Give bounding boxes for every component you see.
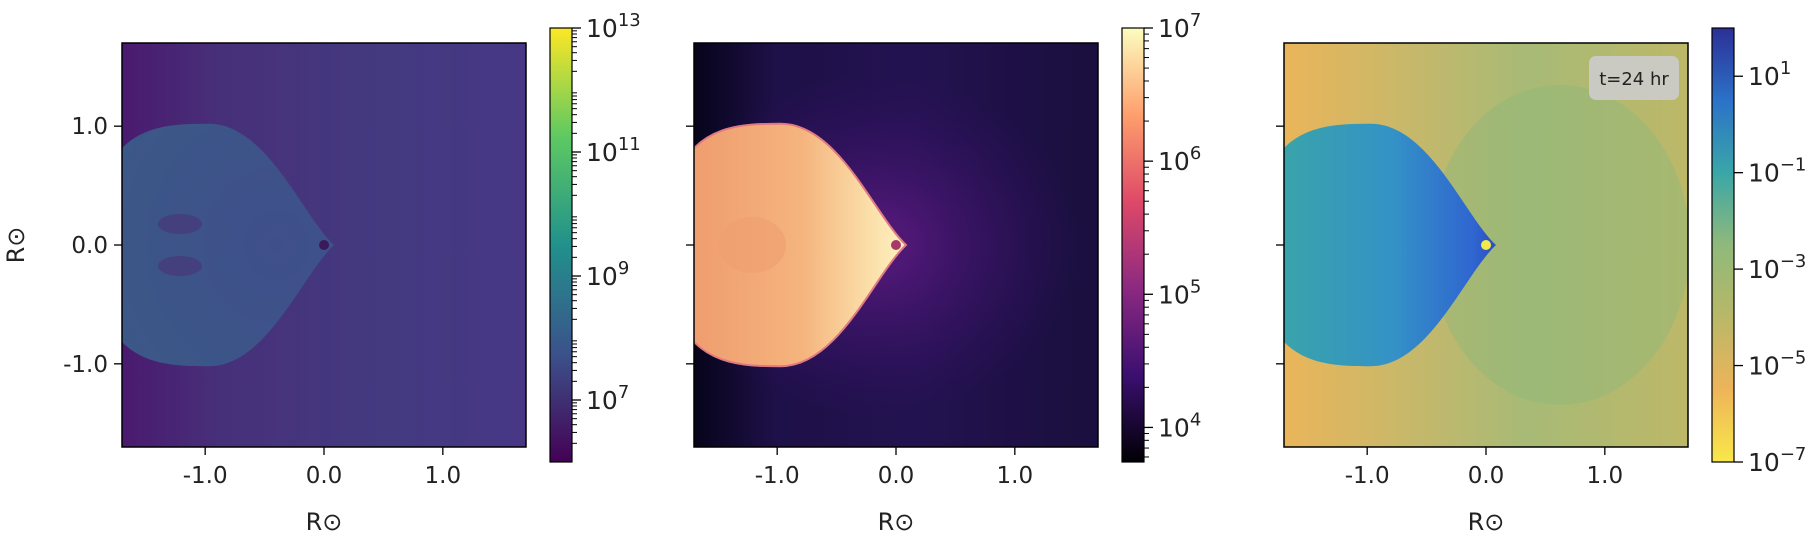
y-axis [1276,125,1284,365]
colorbar-tick-label: 1011 [586,134,641,167]
time-annotation: t=24 hr [1589,56,1679,100]
colorbar-tick-label: 104 [1158,409,1201,442]
y-axis [686,125,694,365]
y-axis: 1.0 0.0 -1.0 [63,114,122,378]
colorbar-tick-label: 109 [586,258,629,291]
panel-temperature: -1.0 0.0 1.0 R⊙ 104 105 106 107 [686,10,1201,536]
teardrop-region [122,123,334,367]
panel-ratio: -1.0 0.0 1.0 R⊙ t=24 hr 101 10−1 10−3 10−5 10−… [1276,27,1806,536]
colorbar-tick-label: 106 [1158,143,1201,176]
colorbar-tick-label: 10−7 [1748,444,1806,477]
x-tick-label: -1.0 [755,463,800,489]
colorbar-tick-label: 10−3 [1748,251,1806,284]
colorbar-tick-label: 10−1 [1748,155,1806,188]
x-tick-label: 1.0 [1587,463,1624,489]
x-tick-label: 0.0 [1468,463,1505,489]
colorbar-tick-label: 107 [1158,10,1201,43]
teardrop-region [694,122,908,368]
colorbar [1711,27,1735,463]
heatmap-shade [1430,85,1688,405]
x-tick-label: -1.0 [183,463,228,489]
central-point [891,240,901,250]
cool-core [718,217,786,273]
y-tick-label: -1.0 [63,352,108,378]
dark-blob-lower [158,256,202,276]
colorbar-ticks: 101 10−1 10−3 10−5 10−7 [1734,58,1806,477]
colorbar [549,27,573,463]
colorbar-tick-label: 105 [1158,276,1201,309]
x-axis-label: R⊙ [306,508,343,536]
x-tick-label: -1.0 [1345,463,1390,489]
colorbar-tick-label: 107 [586,382,629,415]
x-tick-label: 1.0 [997,463,1034,489]
colorbar-ticks: 104 105 106 107 [1144,10,1201,458]
x-tick-label: 0.0 [306,463,343,489]
dark-blob-upper [158,214,202,234]
x-axis: -1.0 0.0 1.0 [755,447,1033,489]
x-axis: -1.0 0.0 1.0 [183,447,461,489]
colorbar-tick-label: 1013 [586,10,641,43]
annotation-text: t=24 hr [1599,69,1669,90]
x-axis: -1.0 0.0 1.0 [1345,447,1623,489]
x-tick-label: 1.0 [425,463,462,489]
panel-density: -1.0 0.0 1.0 1.00.0-1.0 R⊙ R⊙ 107109101110… [2,10,641,536]
x-tick-label: 0.0 [878,463,915,489]
colorbar-tick-label: 101 [1748,58,1791,91]
y-tick-label: 1.0 [71,114,108,140]
y-axis-label: R⊙ [2,227,30,264]
teardrop-region [1284,123,1496,367]
central-point [1481,240,1491,250]
x-axis-label: R⊙ [1468,508,1505,536]
central-point [319,240,329,250]
x-axis-label: R⊙ [878,508,915,536]
annotation-box [1589,56,1679,100]
y-tick-label: 0.0 [71,233,108,259]
colorbar-tick-label: 10−5 [1748,348,1806,381]
colorbar [1121,27,1145,463]
colorbar-ticks: 107 109 1011 1013 [572,10,641,444]
